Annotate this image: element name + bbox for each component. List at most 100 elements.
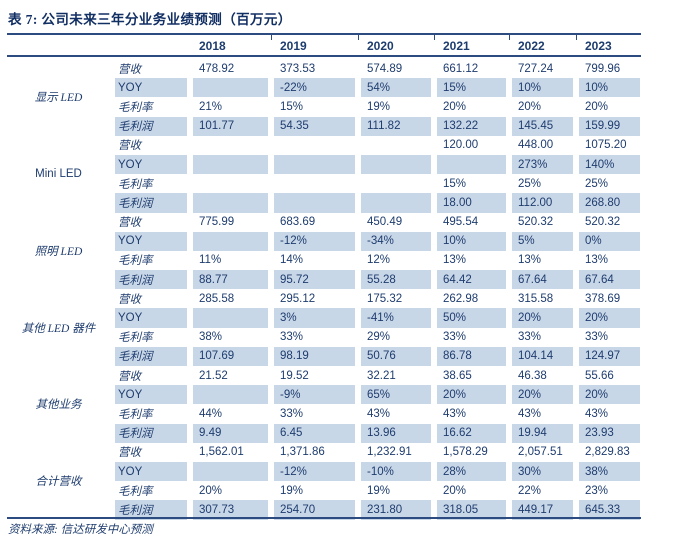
value-cell: 33% (518, 331, 542, 344)
value-cell: 101.77 (193, 116, 268, 136)
value-cell: 15% (280, 100, 304, 113)
value-cell: 67.64 (579, 270, 640, 290)
divider-header (7, 55, 641, 57)
value-cell: 19% (280, 484, 304, 497)
metric-label: 毛利润 (115, 423, 187, 443)
value-cell: 64.42 (437, 270, 506, 290)
value-cell: 268.80 (579, 193, 640, 213)
value-cell: 25% (518, 177, 542, 190)
value-cell: 1,578.29 (443, 446, 488, 459)
value-cell: 18.00 (437, 193, 506, 213)
value-cell: 38% (199, 331, 223, 344)
segment-label: 其他 LED 器件 (21, 322, 96, 335)
value-cell: 54.35 (274, 116, 355, 136)
value-cell: 574.89 (367, 62, 403, 75)
value-cell: -9% (274, 385, 355, 405)
value-cell: 20% (437, 385, 506, 405)
table-body: 显示 LED 营收 478.92 373.53 574.89 661.12 727.24 79… (8, 59, 640, 520)
metric-label: 毛利率 (118, 255, 153, 268)
value-cell (193, 231, 268, 251)
table-row: 毛利润 18.00 112.00 268.80 (8, 193, 640, 213)
value-cell: 9.49 (193, 423, 268, 443)
value-cell (274, 193, 355, 213)
value-cell (193, 78, 268, 98)
value-cell: 55.66 (585, 369, 614, 382)
value-cell: 520.32 (518, 216, 554, 229)
value-cell: 50.76 (361, 346, 431, 366)
value-cell: 450.49 (367, 216, 403, 229)
value-cell: 6.45 (274, 423, 355, 443)
value-cell: 378.69 (585, 292, 621, 305)
value-cell: 22% (518, 484, 542, 497)
value-cell: 145.45 (512, 116, 573, 136)
table-row: YOY 273% 140% (8, 154, 640, 175)
value-cell: 307.73 (193, 500, 268, 520)
table-row: 毛利率 20% 19% 19% 20% 22% 23% (8, 481, 640, 500)
value-cell: 11% (199, 254, 222, 267)
table-row: YOY -12% -10% 28% 30% 38% (8, 461, 640, 482)
table-row: 显示 LED 营收 478.92 373.53 574.89 661.12 727.24 79… (8, 59, 640, 105)
value-cell: 159.99 (579, 116, 640, 136)
value-cell: 3% (274, 308, 355, 328)
table-title: 表 7: 公司未来三年分业务业绩预测（百万元） (8, 12, 292, 27)
value-cell: -12% (274, 461, 355, 482)
metric-label: 毛利率 (118, 485, 153, 498)
value-cell: 65% (361, 385, 431, 405)
value-cell: 38.65 (443, 369, 472, 382)
segment-label: 显示 LED (34, 92, 83, 105)
value-cell: -22% (274, 78, 355, 98)
header-year-2021: 2021 (433, 34, 506, 59)
value-cell (274, 136, 355, 155)
value-cell: 19% (367, 100, 391, 113)
table-row: YOY -9% 65% 20% 20% 20% (8, 385, 640, 405)
value-cell: -41% (361, 308, 431, 328)
value-cell: 33% (585, 331, 609, 344)
value-cell: 1,562.01 (199, 446, 244, 459)
value-cell: 20% (443, 484, 467, 497)
metric-label: YOY (115, 308, 187, 328)
value-cell: 254.70 (274, 500, 355, 520)
metric-label: YOY (115, 78, 187, 98)
value-cell: 799.96 (585, 62, 621, 75)
value-cell: 19% (367, 484, 391, 497)
value-cell: 32.21 (367, 369, 396, 382)
header-row: 2018 2019 2020 2021 2022 2023 (8, 34, 640, 59)
value-cell: 295.12 (280, 292, 316, 305)
table-row: 毛利润 9.49 6.45 13.96 16.62 19.94 23.93 (8, 423, 640, 443)
value-cell: 231.80 (361, 500, 431, 520)
value-cell: -12% (274, 231, 355, 251)
value-cell: 20% (512, 385, 573, 405)
value-cell: 20% (579, 385, 640, 405)
table-row: YOY 3% -41% 50% 20% 20% (8, 308, 640, 328)
value-cell: 262.98 (443, 292, 479, 305)
value-cell: 13% (518, 254, 542, 267)
metric-label: 毛利率 (118, 101, 153, 114)
table-row: 其他 LED 器件 营收 285.58 295.12 175.32 262.98 315.5… (8, 289, 640, 335)
value-cell: 13% (585, 254, 609, 267)
metric-label: 毛利润 (115, 346, 187, 366)
table-row: 毛利润 88.77 95.72 55.28 64.42 67.64 67.64 (8, 270, 640, 290)
value-cell: 21.52 (199, 369, 228, 382)
value-cell: 285.58 (199, 292, 235, 305)
value-cell: 0% (579, 231, 640, 251)
value-cell: 20% (443, 100, 467, 113)
value-cell: 15% (443, 177, 467, 190)
value-cell: 44% (199, 407, 223, 420)
value-cell: 43% (585, 407, 609, 420)
value-cell: 20% (518, 100, 542, 113)
value-cell: 5% (512, 231, 573, 251)
value-cell: 20% (585, 100, 609, 113)
value-cell (361, 174, 431, 193)
value-cell: 1075.20 (585, 139, 627, 152)
metric-label: 毛利率 (118, 408, 153, 421)
value-cell: 23% (585, 484, 609, 497)
metric-label: YOY (115, 231, 187, 251)
value-cell: 67.64 (512, 270, 573, 290)
metric-label: 毛利率 (118, 332, 153, 345)
header-year-2020: 2020 (357, 34, 431, 59)
value-cell (361, 193, 431, 213)
value-cell: 54% (361, 78, 431, 98)
value-cell (193, 136, 268, 155)
value-cell: 448.00 (518, 139, 554, 152)
value-cell: 2,057.51 (518, 446, 563, 459)
